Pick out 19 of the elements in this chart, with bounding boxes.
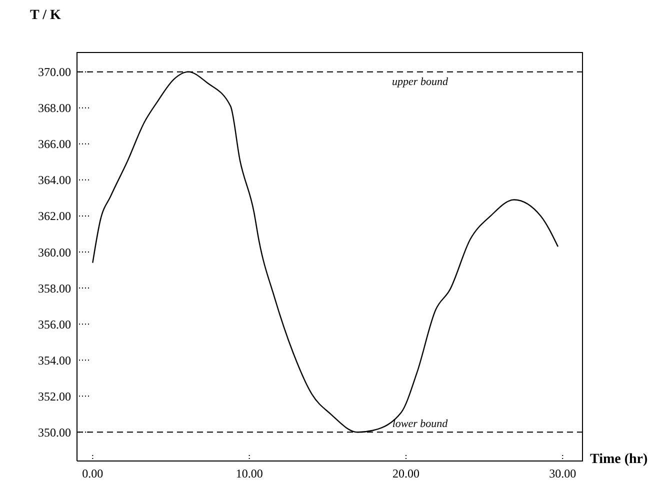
y-tick-label: 354.00	[38, 353, 71, 368]
y-tick-label: 368.00	[38, 101, 71, 116]
y-tick-label: 370.00	[38, 65, 71, 80]
y-tick-label: 358.00	[38, 281, 71, 296]
y-tick-label: 360.00	[38, 245, 71, 260]
x-tick-label: 10.00	[236, 466, 263, 481]
y-tick-label: 352.00	[38, 389, 71, 404]
y-axis-title: T / K	[30, 8, 61, 24]
ref-line-label: lower bound	[392, 418, 448, 430]
x-axis-title: Time (hr)	[590, 452, 648, 468]
x-tick-label: 0.00	[82, 466, 104, 481]
x-tick-label: 30.00	[549, 466, 576, 481]
y-tick-label: 366.00	[38, 137, 71, 152]
y-tick-label: 350.00	[38, 425, 71, 440]
y-tick-label: 356.00	[38, 317, 71, 332]
ref-line-label: upper bound	[392, 76, 448, 88]
x-tick-label: 20.00	[392, 466, 420, 481]
y-tick-label: 362.00	[38, 209, 71, 224]
y-tick-label: 364.00	[38, 173, 71, 188]
